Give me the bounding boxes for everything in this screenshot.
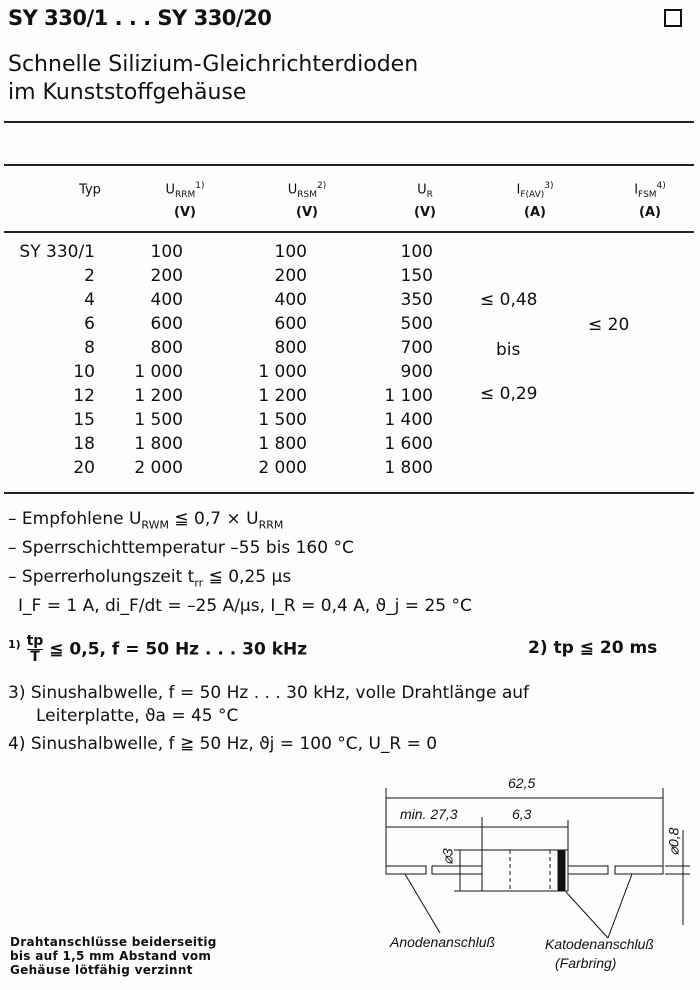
subtitle-line1: Schnelle Silizium-Gleichrichterdioden [8,52,419,77]
type-cell: 20 [73,458,95,478]
value-cell: 1 600 [384,434,433,454]
value-cell: 400 [150,290,183,310]
value-cell: 1 000 [134,362,183,382]
value-cell: 200 [150,266,183,286]
column-header: URSM2) (V) [287,181,327,220]
value-cell: 2 000 [258,458,307,478]
value-cell: 1 800 [258,434,307,454]
note-urwm: – Empfohlene URWM ≦ 0,7 × URRM [8,509,284,532]
value-cell: 1 500 [134,410,183,430]
value-cell: 1 800 [134,434,183,454]
cathode-label: Katodenanschluß [545,936,654,952]
dim-body-diameter: ⌀3 [439,848,456,865]
note-temperature: – Sperrschichttemperatur –55 bis 160 °C [8,538,354,558]
if-av-mid: bis [496,340,521,360]
type-cell: SY 330/1 [19,242,95,262]
column-header: UR (V) [414,182,436,220]
column-header: IF(AV)3) (A) [516,181,554,220]
type-cell: 8 [84,338,95,358]
value-cell: 1 400 [384,410,433,430]
value-cell: 100 [150,242,183,262]
column-header: Typ [79,182,101,198]
value-cell: 600 [274,314,307,334]
value-cell: 900 [400,362,433,382]
footnote-3-line1: 3) Sinushalbwelle, f = 50 Hz . . . 30 kH… [8,683,530,703]
value-cell: 1 500 [258,410,307,430]
type-cell: 10 [73,362,95,382]
dim-lead: min. 27,3 [400,806,458,822]
diode-dimension-drawing [385,788,690,939]
if-av-upper: ≤ 0,48 [480,290,538,310]
value-cell: 1 200 [134,386,183,406]
value-cell: 1 100 [384,386,433,406]
lead-note: Drahtanschlüsse beiderseitig bis auf 1,5 … [10,935,217,977]
divider [4,164,694,166]
value-cell: 150 [400,266,433,286]
value-cell: 700 [400,338,433,358]
page-title: SY 330/1 . . . SY 330/20 [8,6,272,30]
value-cell: 600 [150,314,183,334]
checkbox-square [664,9,682,27]
diode-body [481,849,569,892]
type-cell: 12 [73,386,95,406]
dim-total: 62,5 [508,775,536,791]
footnote-4: 4) Sinushalbwelle, f ≧ 50 Hz, ϑj = 100 °… [8,734,438,754]
value-cell: 2 000 [134,458,183,478]
value-cell: 100 [274,242,307,262]
anode-label: Anodenanschluß [390,934,496,950]
type-cell: 6 [84,314,95,334]
footnote-3-line2: Leiterplatte, ϑa = 45 °C [36,706,239,726]
type-cell: 15 [73,410,95,430]
if-av-lower: ≤ 0,29 [480,384,538,404]
note-conditions: I_F = 1 A, di_F/dt = –25 A/µs, I_R = 0,4… [18,596,472,616]
cathode-band [557,849,566,892]
value-cell: 350 [400,290,433,310]
value-cell: 800 [274,338,307,358]
subtitle-line2: im Kunststoffgehäuse [8,80,247,105]
value-cell: 100 [400,242,433,262]
cathode-ring-label: (Farbring) [555,955,617,971]
dim-lead-diameter: ⌀0,8 [665,827,682,856]
divider [4,492,694,494]
footnote-2: 2) tp ≦ 20 ms [528,638,658,658]
footnote-1: 1) tp T ≦ 0,5, f = 50 Hz . . . 30 kHz [8,633,308,665]
value-cell: 400 [274,290,307,310]
value-cell: 200 [274,266,307,286]
ifsm-value: ≤ 20 [588,315,630,335]
value-cell: 1 800 [384,458,433,478]
column-header: IFSM4) (A) [634,181,666,220]
value-cell: 1 200 [258,386,307,406]
value-cell: 500 [400,314,433,334]
divider [4,231,694,233]
value-cell: 800 [150,338,183,358]
column-header: URRM1) (V) [165,181,205,220]
type-cell: 4 [84,290,95,310]
type-cell: 2 [84,266,95,286]
divider [4,121,694,123]
value-cell: 1 000 [258,362,307,382]
type-cell: 18 [73,434,95,454]
dim-body: 6,3 [512,806,532,822]
note-recovery: – Sperrerholungszeit trr ≦ 0,25 µs [8,567,292,590]
